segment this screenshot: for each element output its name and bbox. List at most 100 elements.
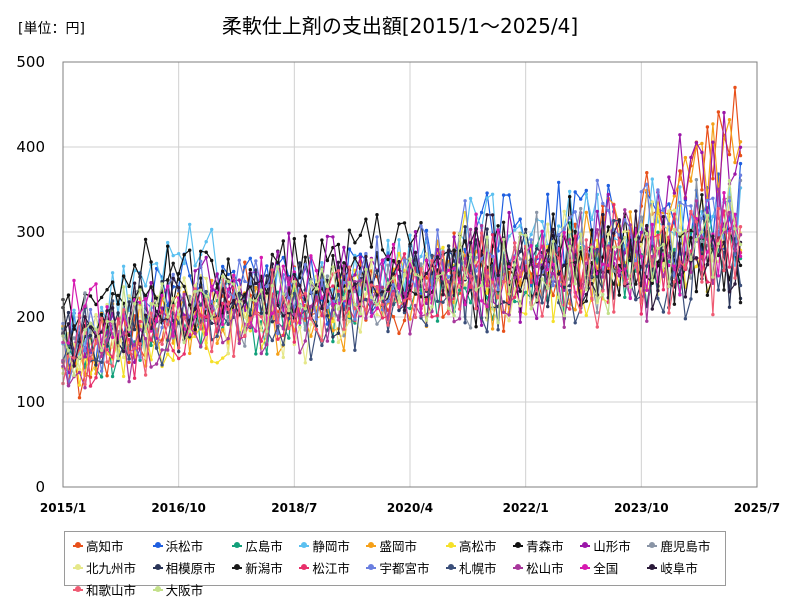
data-point	[463, 276, 467, 281]
data-point	[650, 177, 654, 181]
data-point	[232, 295, 236, 299]
data-point	[628, 210, 632, 214]
data-point	[143, 313, 148, 317]
data-point	[375, 293, 379, 297]
data-point	[298, 351, 302, 355]
data-point	[177, 321, 181, 325]
data-point	[143, 284, 148, 288]
y-axis-ticks: 0 100 200 300 400 500	[16, 53, 45, 496]
data-point	[298, 283, 302, 288]
data-point	[94, 341, 98, 346]
data-point	[215, 290, 219, 295]
data-point	[336, 318, 341, 322]
data-point	[485, 304, 489, 309]
data-point	[562, 282, 566, 286]
data-point	[88, 325, 93, 329]
data-point	[689, 204, 693, 208]
data-point	[650, 222, 654, 227]
data-point	[331, 253, 335, 258]
data-point	[154, 362, 159, 366]
data-point	[408, 294, 412, 298]
data-point	[358, 269, 363, 274]
data-point	[479, 210, 484, 215]
data-point	[689, 179, 693, 183]
data-point	[408, 317, 412, 321]
data-point	[733, 160, 737, 165]
data-point	[694, 141, 699, 145]
data-point	[259, 255, 263, 260]
data-point	[127, 357, 131, 361]
data-point	[336, 242, 341, 247]
data-point	[689, 297, 693, 301]
data-point	[540, 265, 544, 270]
legend-label: 相模原市	[165, 561, 216, 576]
data-point	[303, 361, 307, 365]
data-point	[667, 263, 671, 268]
data-point	[716, 253, 721, 258]
data-point	[132, 343, 137, 347]
data-point	[204, 341, 208, 345]
data-point	[72, 324, 76, 328]
data-point	[612, 218, 616, 223]
data-point	[513, 224, 517, 229]
data-point	[705, 198, 710, 202]
data-point	[121, 264, 126, 268]
data-point	[474, 275, 478, 279]
data-point	[154, 333, 159, 337]
data-point	[193, 264, 197, 268]
data-point	[237, 300, 241, 304]
data-point	[689, 228, 693, 233]
data-point	[501, 220, 506, 224]
data-point	[143, 329, 148, 334]
data-point	[546, 222, 550, 226]
data-point	[722, 110, 726, 115]
data-point	[733, 85, 737, 90]
data-point	[551, 227, 555, 232]
data-point	[490, 264, 495, 268]
data-point	[452, 248, 456, 252]
data-point	[248, 272, 252, 276]
data-point	[276, 303, 280, 308]
data-point	[468, 326, 473, 330]
data-point	[479, 257, 484, 261]
data-point	[474, 306, 478, 311]
data-point	[259, 311, 263, 315]
data-point	[413, 250, 418, 255]
data-point	[397, 251, 401, 256]
data-point	[397, 238, 401, 242]
data-point	[182, 276, 186, 280]
data-point	[138, 358, 142, 362]
legend-label: 札幌市	[459, 561, 497, 576]
data-point	[518, 320, 522, 324]
data-point	[331, 265, 335, 269]
data-point	[529, 232, 533, 237]
data-point	[424, 287, 429, 292]
data-point	[551, 293, 555, 298]
data-point	[353, 317, 357, 321]
data-point	[243, 315, 247, 319]
data-point	[441, 245, 445, 250]
data-point	[727, 265, 732, 269]
data-point	[204, 294, 208, 298]
data-point	[590, 274, 594, 279]
data-point	[375, 302, 379, 307]
y-tick-label: 500	[16, 53, 45, 71]
legend-item: 大阪市	[152, 580, 227, 599]
data-point	[705, 280, 710, 284]
data-point	[457, 232, 462, 236]
data-point	[320, 261, 324, 265]
data-point	[402, 318, 407, 323]
data-point	[661, 274, 666, 279]
legend-item: 盛岡市	[366, 536, 440, 555]
data-point	[177, 286, 181, 290]
data-point	[281, 355, 285, 360]
data-point	[623, 251, 627, 255]
data-point	[413, 230, 418, 234]
data-point	[248, 268, 252, 272]
data-point	[441, 293, 445, 297]
data-point	[270, 262, 274, 266]
data-point	[336, 331, 341, 335]
data-point	[419, 262, 423, 266]
data-point	[689, 276, 693, 280]
data-point	[711, 312, 715, 317]
